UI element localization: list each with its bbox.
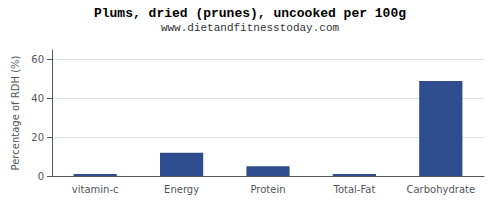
- svg-text:Carbohydrate: Carbohydrate: [406, 184, 475, 195]
- svg-text:vitamin-c: vitamin-c: [72, 184, 119, 195]
- svg-text:www.dietandfitnesstoday.com: www.dietandfitnesstoday.com: [161, 22, 340, 34]
- svg-text:Percentage of RDH (%): Percentage of RDH (%): [10, 55, 21, 170]
- svg-text:Protein: Protein: [250, 184, 285, 195]
- svg-text:Plums, dried (prunes), uncooke: Plums, dried (prunes), uncooked per 100g: [94, 6, 406, 21]
- svg-text:20: 20: [31, 132, 44, 143]
- svg-text:40: 40: [31, 93, 44, 104]
- svg-text:Energy: Energy: [164, 184, 199, 195]
- svg-text:Total-Fat: Total-Fat: [332, 184, 375, 195]
- svg-text:0: 0: [38, 171, 44, 182]
- svg-text:60: 60: [31, 54, 44, 65]
